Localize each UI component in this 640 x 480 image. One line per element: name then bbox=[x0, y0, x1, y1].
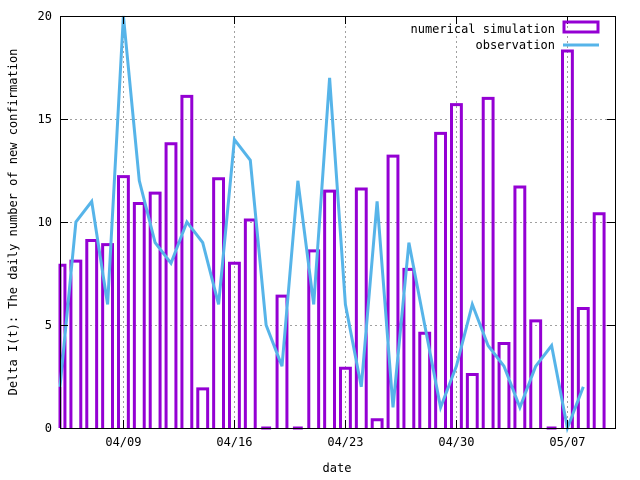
x-tick-label: 05/07 bbox=[549, 435, 585, 449]
simulation-bar bbox=[323, 189, 336, 428]
x-axis-label: date bbox=[323, 461, 352, 475]
simulation-bar bbox=[339, 366, 352, 428]
simulation-bar bbox=[275, 294, 289, 428]
observation-line bbox=[58, 15, 585, 434]
grid-lines bbox=[60, 16, 615, 428]
simulation-bar bbox=[529, 319, 543, 428]
legend-label-observation: observation bbox=[476, 38, 555, 52]
y-tick-label: 5 bbox=[45, 318, 52, 332]
simulation-bar bbox=[101, 243, 114, 428]
simulation-bar bbox=[481, 96, 495, 428]
legend-swatch-simulation bbox=[562, 20, 600, 34]
simulation-bar bbox=[434, 131, 447, 428]
observation-series-line bbox=[58, 15, 585, 434]
simulation-bar bbox=[148, 191, 162, 428]
y-tick-label: 15 bbox=[38, 112, 52, 126]
simulation-bar bbox=[164, 142, 178, 428]
simulation-bar bbox=[196, 387, 210, 428]
simulation-bar bbox=[370, 418, 384, 428]
x-tick-label: 04/30 bbox=[438, 435, 474, 449]
simulation-bar bbox=[497, 342, 511, 428]
simulation-bar bbox=[85, 239, 99, 428]
x-tick-label: 04/23 bbox=[327, 435, 363, 449]
simulation-bars bbox=[58, 49, 606, 430]
x-tick-labels: 04/09 04/16 04/23 04/30 05/07 bbox=[105, 435, 585, 449]
axis-ticks bbox=[60, 16, 615, 429]
simulation-bar bbox=[402, 267, 416, 428]
simulation-bar bbox=[228, 261, 241, 428]
y-tick-label: 10 bbox=[38, 215, 52, 229]
simulation-bar bbox=[117, 175, 130, 428]
x-tick-label: 04/09 bbox=[105, 435, 141, 449]
simulation-bar bbox=[450, 103, 463, 428]
simulation-bar bbox=[592, 212, 606, 428]
simulation-bar bbox=[576, 307, 590, 428]
simulation-bar bbox=[243, 218, 257, 428]
y-tick-labels: 0 5 10 15 20 bbox=[38, 9, 52, 435]
simulation-bar bbox=[354, 187, 368, 428]
simulation-bar bbox=[561, 49, 574, 428]
simulation-bar bbox=[386, 154, 400, 428]
x-tick-label: 04/16 bbox=[216, 435, 252, 449]
simulation-bar bbox=[307, 249, 321, 428]
y-axis-label: Delta I(t): The daily number of new conf… bbox=[6, 49, 20, 396]
legend-label-simulation: numerical simulation bbox=[411, 22, 556, 36]
simulation-bar bbox=[180, 94, 194, 428]
y-tick-label: 0 bbox=[45, 421, 52, 435]
simulation-bar bbox=[465, 372, 479, 428]
simulation-bar bbox=[212, 177, 225, 428]
y-tick-label: 20 bbox=[38, 9, 52, 23]
simulation-bar bbox=[132, 201, 146, 428]
legend: numerical simulation observation bbox=[411, 20, 600, 52]
simulation-bar bbox=[418, 331, 432, 428]
simulation-bar bbox=[513, 185, 527, 428]
simulation-bar bbox=[69, 259, 83, 428]
